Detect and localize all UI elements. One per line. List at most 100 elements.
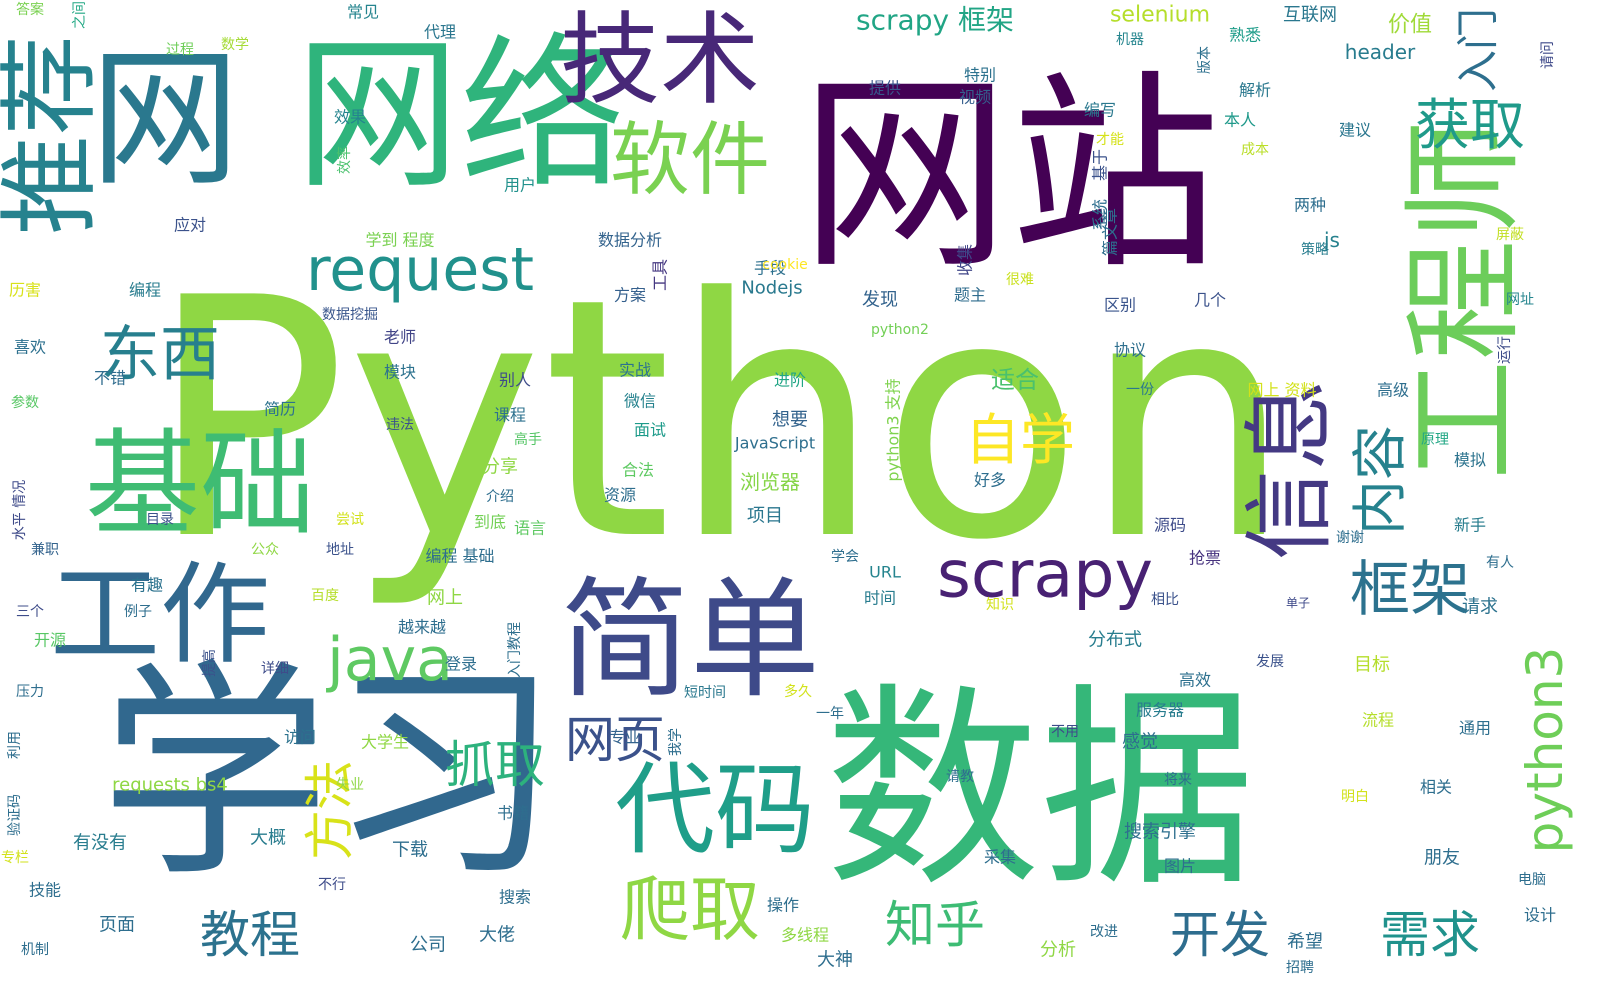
cloud-word: 不用 bbox=[1051, 724, 1079, 740]
cloud-word: 原理 bbox=[1421, 432, 1449, 448]
cloud-word: Python bbox=[148, 228, 1292, 612]
cloud-word: 东西 bbox=[100, 320, 220, 390]
cloud-word: 感觉 bbox=[1122, 732, 1158, 753]
cloud-word: 抓取 bbox=[445, 736, 545, 794]
cloud-word: 本人 bbox=[1224, 111, 1256, 130]
cloud-word: 目标 bbox=[1354, 655, 1390, 676]
cloud-word: scrapy 框架 bbox=[856, 4, 1014, 37]
cloud-word: 数据 bbox=[825, 665, 1255, 916]
cloud-word: 老师 bbox=[384, 328, 416, 347]
cloud-word: 谢谢 bbox=[1336, 530, 1364, 546]
cloud-word: 相关 bbox=[1420, 778, 1452, 797]
cloud-word: 简历 bbox=[264, 400, 296, 419]
cloud-word: 大佬 bbox=[479, 925, 515, 946]
cloud-word: 多久 bbox=[784, 683, 812, 700]
cloud-word: 失业 bbox=[336, 777, 364, 793]
cloud-word: cookie bbox=[762, 257, 807, 273]
cloud-word: 采集 bbox=[984, 848, 1016, 867]
cloud-word: 工程师 bbox=[1396, 120, 1535, 480]
cloud-word: 招聘 bbox=[1286, 960, 1314, 976]
cloud-word: 语言 bbox=[514, 519, 546, 538]
cloud-word: 区别 bbox=[1104, 296, 1136, 315]
cloud-word: 源码 bbox=[1154, 516, 1186, 535]
cloud-word: 明白 bbox=[1341, 789, 1369, 805]
cloud-word: 例子 bbox=[124, 604, 152, 620]
cloud-word: 之间 bbox=[72, 1, 88, 29]
cloud-word: 高级 bbox=[1377, 381, 1409, 400]
cloud-word: 服务器 bbox=[1136, 701, 1184, 720]
cloud-word: 很难 bbox=[1006, 272, 1034, 288]
cloud-word: 手段 bbox=[754, 259, 786, 278]
cloud-word: 不错 bbox=[94, 369, 126, 388]
cloud-word: 介绍 bbox=[486, 489, 514, 505]
cloud-word: 尝试 bbox=[336, 512, 364, 528]
cloud-word: 方案 bbox=[614, 286, 646, 305]
cloud-word: 书籍 bbox=[497, 804, 529, 823]
cloud-word: 百度 bbox=[311, 588, 339, 604]
cloud-word: 项目 bbox=[747, 506, 783, 527]
cloud-word: 搜索 bbox=[499, 888, 531, 907]
cloud-word: 成本 bbox=[1241, 142, 1269, 158]
cloud-word: 方法 bbox=[301, 760, 359, 860]
cloud-word: 将来 bbox=[1164, 772, 1192, 788]
cloud-word: 常见 bbox=[347, 3, 379, 22]
cloud-word: 价值 bbox=[1388, 13, 1432, 38]
cloud-word: python3 bbox=[1516, 647, 1574, 854]
cloud-word: 基于 bbox=[1091, 149, 1110, 181]
cloud-word: 访问 bbox=[284, 728, 316, 747]
cloud-word: 利用 bbox=[7, 731, 23, 759]
cloud-word: 通用 bbox=[1459, 719, 1491, 738]
cloud-word: 版本 bbox=[1197, 46, 1213, 74]
cloud-word: 时间 bbox=[864, 589, 896, 608]
cloud-word: 开发 bbox=[1170, 906, 1270, 964]
cloud-word: 下载 bbox=[392, 840, 428, 861]
cloud-word: 大神 bbox=[817, 950, 853, 971]
cloud-word: 新手 bbox=[1454, 516, 1486, 535]
cloud-word: 提供 bbox=[869, 79, 901, 98]
cloud-word: 软件 bbox=[610, 114, 770, 207]
cloud-word: JavaScript bbox=[734, 434, 815, 453]
cloud-word: 浏览器 bbox=[740, 470, 800, 494]
cloud-word: 收集 bbox=[956, 244, 975, 276]
cloud-word: 基础 bbox=[85, 418, 315, 552]
cloud-word: 需求 bbox=[1380, 906, 1480, 964]
cloud-word: 大概 bbox=[250, 828, 286, 849]
cloud-word: 发展 bbox=[1256, 654, 1284, 670]
cloud-word: 资源 bbox=[604, 486, 636, 505]
cloud-word: 代理 bbox=[424, 23, 456, 42]
cloud-word: 短时间 bbox=[684, 685, 726, 701]
cloud-word: 网址 bbox=[1506, 292, 1534, 308]
cloud-word: 数据挖掘 bbox=[322, 307, 378, 323]
cloud-word: 编写 bbox=[1084, 101, 1116, 120]
cloud-word: 数学 bbox=[221, 37, 249, 53]
cloud-word: 三个 bbox=[16, 604, 44, 620]
cloud-word: selenium bbox=[1110, 3, 1210, 28]
cloud-word: 课程 bbox=[494, 406, 526, 425]
cloud-word: 页面 bbox=[99, 915, 135, 936]
cloud-word: 公司 bbox=[410, 935, 446, 956]
cloud-word: 操作 bbox=[767, 896, 799, 915]
cloud-word: 内容 bbox=[1348, 425, 1412, 535]
cloud-word: 压力 bbox=[16, 684, 44, 700]
cloud-word: 几个 bbox=[1194, 291, 1226, 310]
cloud-word: 发现 bbox=[862, 290, 898, 311]
cloud-word: 策略 bbox=[1301, 241, 1329, 258]
cloud-word: 喜欢 bbox=[14, 338, 46, 357]
cloud-word: 提高 bbox=[201, 649, 218, 677]
cloud-word: 网页 bbox=[565, 711, 665, 769]
cloud-word: 工具 bbox=[651, 259, 670, 291]
cloud-word: 适合 bbox=[991, 366, 1039, 394]
cloud-word: 入门教程 bbox=[507, 622, 523, 678]
cloud-word: 运行 bbox=[1497, 336, 1513, 364]
cloud-word: 公众 bbox=[251, 542, 279, 558]
cloud-word: 编程 基础 bbox=[425, 547, 494, 566]
cloud-word: 自学 bbox=[965, 408, 1075, 472]
cloud-word: 专栏 bbox=[1, 850, 29, 866]
cloud-word: 搜索引擎 bbox=[1124, 822, 1196, 843]
cloud-word: 技能 bbox=[29, 881, 61, 900]
cloud-word: 面试 bbox=[634, 421, 666, 440]
cloud-word: 到底 bbox=[474, 513, 506, 532]
cloud-word: 互联网 bbox=[1283, 5, 1337, 26]
